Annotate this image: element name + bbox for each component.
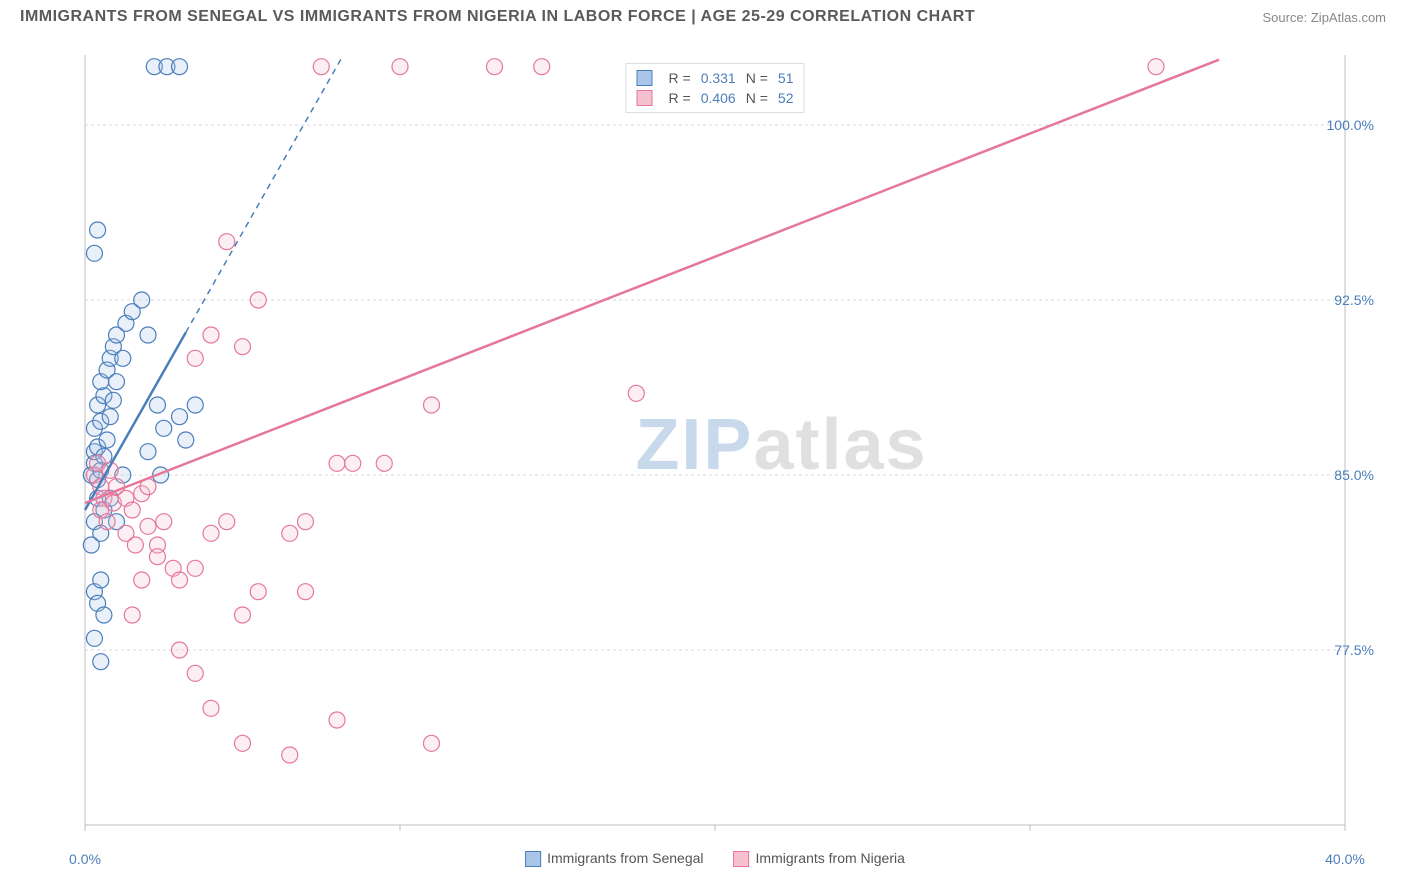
legend-swatch <box>637 90 653 106</box>
chart-header: IMMIGRANTS FROM SENEGAL VS IMMIGRANTS FR… <box>0 0 1406 30</box>
r-value: 0.406 <box>701 90 736 106</box>
y-tick-label: 100.0% <box>1327 117 1374 133</box>
legend-item: Immigrants from Senegal <box>525 850 703 867</box>
x-tick-label: 40.0% <box>1325 851 1365 867</box>
chart-title: IMMIGRANTS FROM SENEGAL VS IMMIGRANTS FR… <box>20 8 975 26</box>
scatter-plot <box>50 45 1380 855</box>
n-value: 52 <box>778 90 794 106</box>
legend-item: Immigrants from Nigeria <box>734 850 905 867</box>
source-attribution: Source: ZipAtlas.com <box>1262 10 1386 25</box>
r-value: 0.331 <box>701 70 736 86</box>
correlation-row: R = 0.331 N = 51 <box>637 68 794 88</box>
n-label: N = <box>746 70 768 86</box>
r-label: R = <box>669 90 691 106</box>
y-tick-label: 85.0% <box>1334 467 1374 483</box>
y-tick-label: 92.5% <box>1334 292 1374 308</box>
x-tick-label: 0.0% <box>69 851 101 867</box>
y-tick-label: 77.5% <box>1334 642 1374 658</box>
legend-label: Immigrants from Nigeria <box>756 850 905 866</box>
correlation-row: R = 0.406 N = 52 <box>637 88 794 108</box>
legend-label: Immigrants from Senegal <box>547 850 703 866</box>
n-label: N = <box>746 90 768 106</box>
legend-swatch <box>525 851 541 867</box>
legend-swatch <box>637 70 653 86</box>
legend-swatch <box>734 851 750 867</box>
n-value: 51 <box>778 70 794 86</box>
r-label: R = <box>669 70 691 86</box>
series-legend: Immigrants from Senegal Immigrants from N… <box>525 850 905 867</box>
correlation-legend: R = 0.331 N = 51 R = 0.406 N = 52 <box>626 63 805 113</box>
chart-area: In Labor Force | Age 25-29 R =0.331N =51… <box>50 45 1380 845</box>
